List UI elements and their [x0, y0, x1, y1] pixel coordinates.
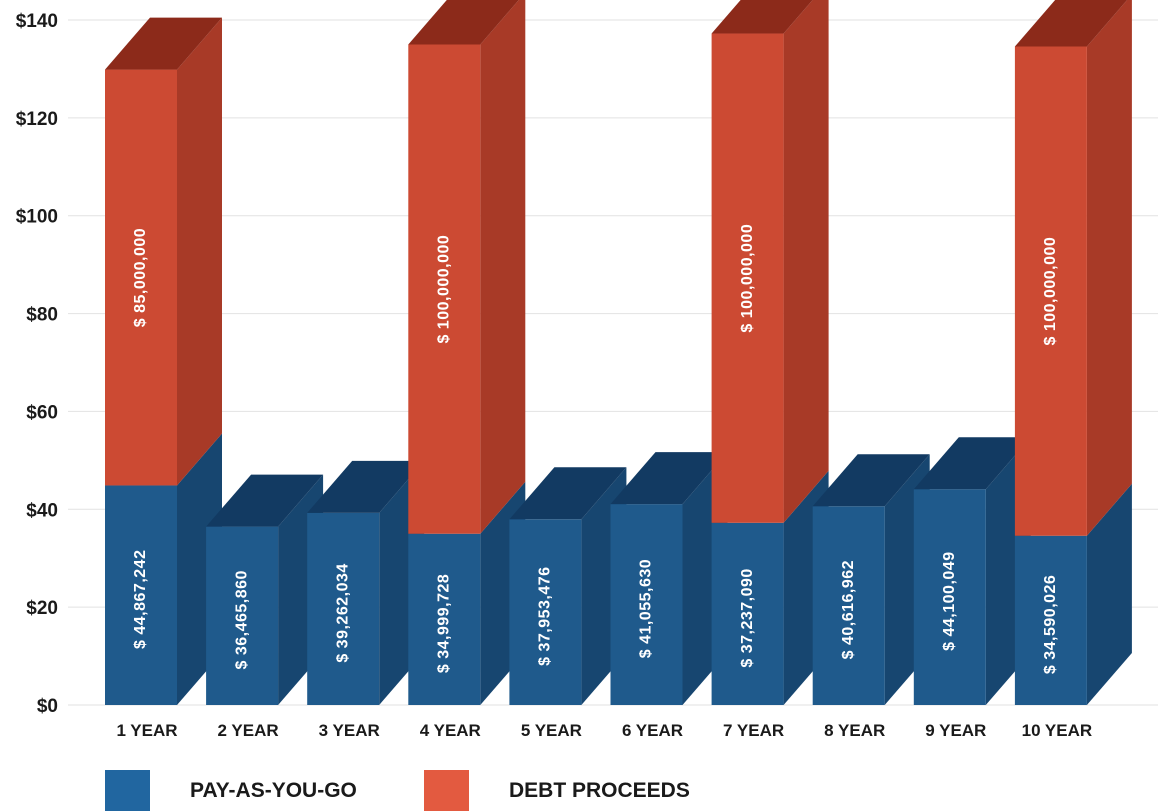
x-tick-label: 7 YEAR	[723, 721, 784, 740]
legend-label-pay-as-you-go: PAY-AS-YOU-GO	[190, 778, 357, 802]
y-tick-label: $100	[16, 207, 58, 228]
x-tick-label: 2 YEAR	[218, 721, 279, 740]
bar-debt-proceeds	[408, 0, 526, 534]
bar-pay-as-you-go	[610, 452, 728, 705]
y-tick-label: $60	[26, 402, 58, 423]
bar-pay-as-you-go	[812, 454, 930, 705]
x-tick-label: 9 YEAR	[925, 721, 986, 740]
y-tick-label: $80	[26, 305, 58, 326]
bar-debt-proceeds	[1014, 0, 1132, 536]
x-tick-label: 3 YEAR	[319, 721, 380, 740]
data-label-pay-as-you-go: $ 37,953,476	[537, 566, 554, 665]
data-label-pay-as-you-go: $ 37,237,090	[739, 568, 756, 667]
data-label-debt-proceeds: $ 100,000,000	[436, 235, 453, 344]
data-label-debt-proceeds: $ 100,000,000	[739, 224, 756, 333]
data-label-debt-proceeds: $ 100,000,000	[1042, 237, 1059, 346]
x-tick-label: 6 YEAR	[622, 721, 683, 740]
bar-pay-as-you-go	[509, 467, 627, 705]
y-tick-label: $140	[16, 11, 58, 32]
data-label-pay-as-you-go: $ 44,100,049	[941, 551, 958, 650]
y-tick-label: $0	[37, 696, 58, 717]
x-tick-label: 8 YEAR	[824, 721, 885, 740]
data-label-pay-as-you-go: $ 41,055,630	[638, 559, 655, 658]
x-tick-label: 4 YEAR	[420, 721, 481, 740]
legend-label-debt-proceeds: DEBT PROCEEDS	[509, 778, 690, 802]
data-label-debt-proceeds: $ 85,000,000	[132, 228, 149, 327]
x-tick-label: 1 YEAR	[116, 721, 177, 740]
legend-pay-as-you-go: PAY-AS-YOU-GO	[105, 770, 357, 811]
y-tick-label: $40	[26, 500, 58, 521]
data-label-pay-as-you-go: $ 40,616,962	[840, 560, 857, 659]
x-tick-label: 5 YEAR	[521, 721, 582, 740]
legend-swatch-debt-proceeds	[424, 770, 469, 811]
bar-pay-as-you-go	[105, 433, 222, 705]
y-tick-label: $120	[16, 109, 58, 130]
data-label-pay-as-you-go: $ 44,867,242	[132, 550, 149, 649]
bar-pay-as-you-go	[206, 474, 324, 705]
bar-pay-as-you-go	[913, 437, 1031, 705]
bar-debt-proceeds	[105, 17, 222, 486]
data-label-pay-as-you-go: $ 34,590,026	[1042, 575, 1059, 674]
data-label-pay-as-you-go: $ 39,262,034	[334, 563, 351, 662]
data-label-pay-as-you-go: $ 34,999,728	[436, 574, 453, 673]
y-tick-label: $20	[26, 598, 58, 619]
legend-swatch-pay-as-you-go	[105, 770, 150, 811]
bar-pay-as-you-go	[1014, 483, 1132, 705]
stacked-bar-chart: $ 44,867,242 $ 85,000,000 $ 36,465,860 $ 39…	[16, 0, 1158, 740]
data-label-pay-as-you-go: $ 36,465,860	[233, 570, 250, 669]
legend-debt-proceeds: DEBT PROCEEDS	[424, 770, 690, 811]
bar-debt-proceeds	[711, 0, 829, 523]
bar-pay-as-you-go	[307, 460, 425, 705]
x-tick-label: 10 YEAR	[1022, 721, 1093, 740]
